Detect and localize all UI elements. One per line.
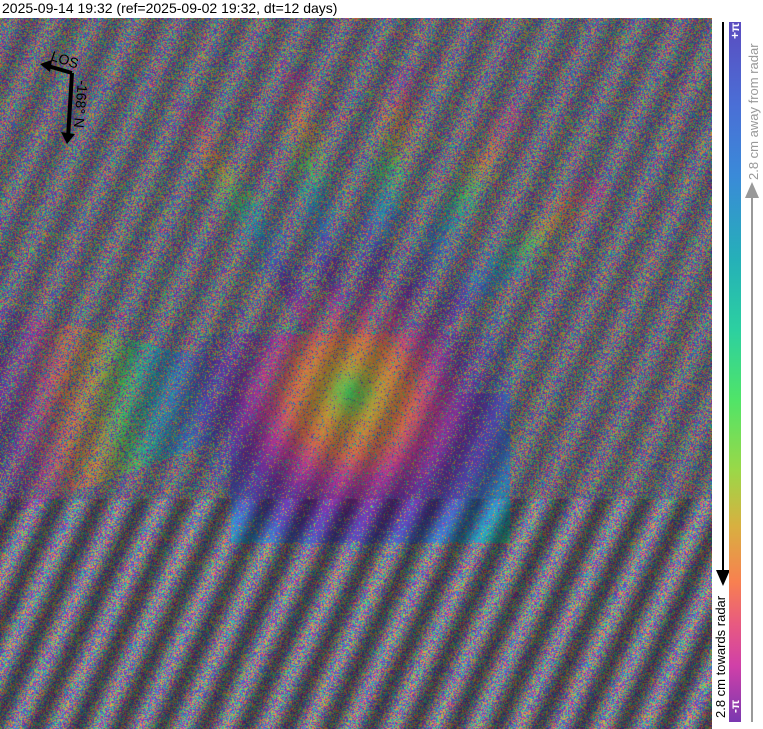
towards-arrow-icon: [716, 570, 730, 586]
towards-label: 2.8 cm towards radar: [713, 596, 728, 718]
los-compass-icon: LOS -168° N: [30, 40, 100, 150]
away-arrow-line: [751, 195, 753, 722]
colorbar-top-label: +π: [728, 27, 742, 39]
away-label: 2.8 cm away from radar: [746, 43, 761, 180]
colorbar-bottom-label: -π: [728, 701, 742, 713]
towards-arrow-line: [722, 22, 724, 582]
away-arrow-icon: [745, 182, 759, 198]
heading-label: -168° N: [71, 80, 91, 129]
interferogram-map: [0, 18, 712, 729]
interferogram-title: 2025-09-14 19:32 (ref=2025-09-02 19:32, …: [2, 0, 337, 17]
phase-colorbar: [729, 22, 741, 722]
